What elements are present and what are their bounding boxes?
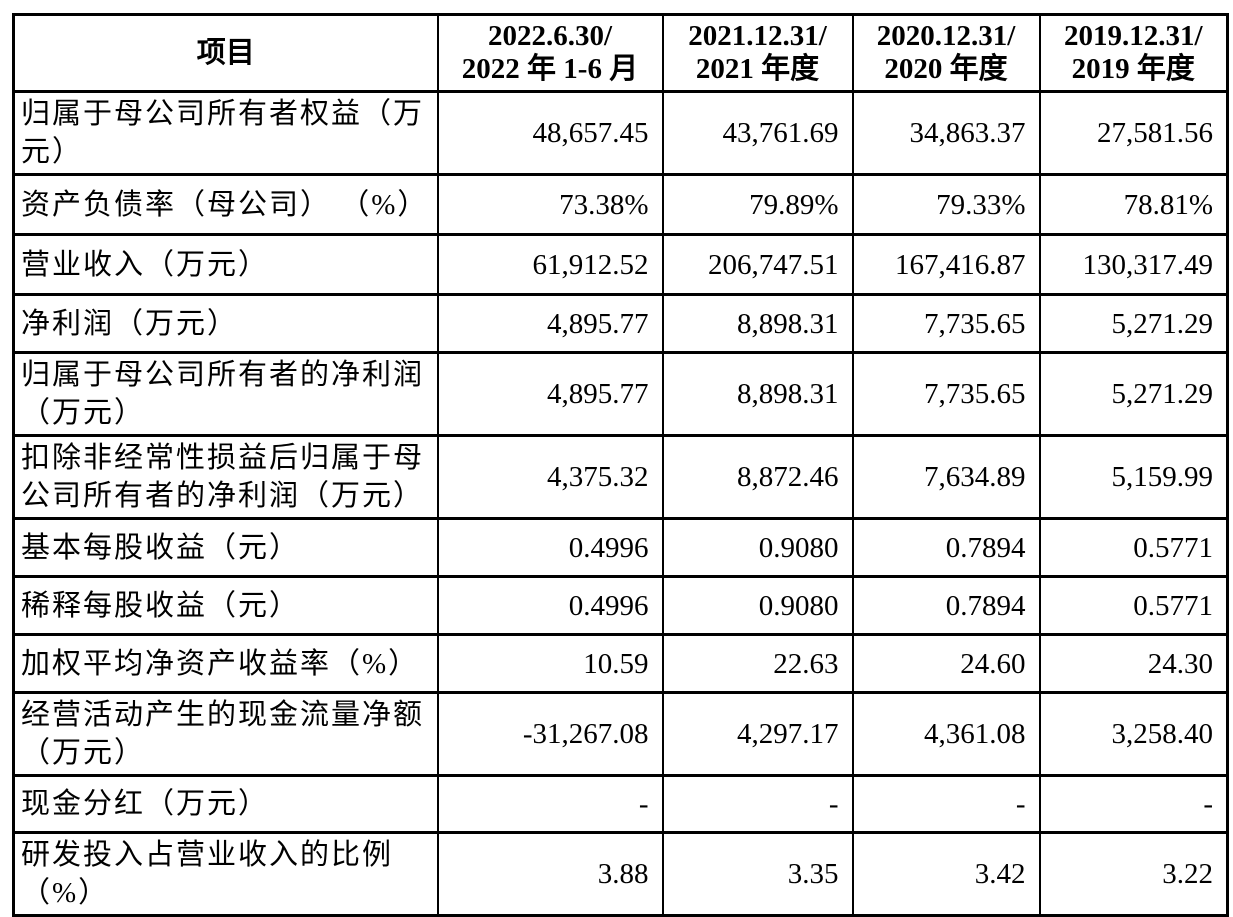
row-value: 5,271.29 xyxy=(1038,351,1229,437)
row-value: 0.9080 xyxy=(661,517,854,578)
row-value: 3.42 xyxy=(851,831,1041,917)
row-value: 4,375.32 xyxy=(436,434,664,520)
table-row: 归属于母公司所有者的净利润（万元） 4,895.77 8,898.31 7,73… xyxy=(12,351,1229,437)
row-value: 3,258.40 xyxy=(1038,691,1229,777)
row-value: 0.7894 xyxy=(851,575,1041,636)
header-period-line: 2019 年度 xyxy=(1071,53,1195,85)
row-value: 0.7894 xyxy=(851,517,1041,578)
row-value: 78.81% xyxy=(1038,173,1229,236)
row-value: 206,747.51 xyxy=(661,233,854,296)
row-label: 归属于母公司所有者的净利润（万元） xyxy=(12,351,439,437)
row-value: 73.38% xyxy=(436,173,664,236)
header-date-line: 2019.12.31/ xyxy=(1063,20,1203,52)
header-period-line: 2022 年 1-6 月 xyxy=(461,53,639,85)
row-value: 4,361.08 xyxy=(851,691,1041,777)
row-value: 130,317.49 xyxy=(1038,233,1229,296)
table-row: 研发投入占营业收入的比例（%） 3.88 3.35 3.42 3.22 xyxy=(12,831,1229,917)
row-label: 研发投入占营业收入的比例（%） xyxy=(12,831,439,917)
row-value: 43,761.69 xyxy=(661,90,854,176)
row-label: 基本每股收益（元） xyxy=(12,517,439,578)
header-period-line: 2020 年度 xyxy=(884,53,1008,85)
row-value: - xyxy=(1038,774,1229,834)
row-value: - xyxy=(851,774,1041,834)
row-value: 7,735.65 xyxy=(851,293,1041,354)
table-row: 归属于母公司所有者权益（万元） 48,657.45 43,761.69 34,8… xyxy=(12,90,1229,176)
header-period-line: 2021 年度 xyxy=(695,53,820,85)
column-header-period-2019: 2019.12.31/ 2019 年度 xyxy=(1038,13,1229,93)
row-value: 7,634.89 xyxy=(851,434,1041,520)
row-value: 79.89% xyxy=(661,173,854,236)
row-value: 8,898.31 xyxy=(661,293,854,354)
row-label: 加权平均净资产收益率（%） xyxy=(12,633,439,694)
table-row: 营业收入（万元） 61,912.52 206,747.51 167,416.87… xyxy=(12,233,1229,296)
row-value: - xyxy=(661,774,854,834)
row-value: 5,159.99 xyxy=(1038,434,1229,520)
table-row: 现金分红（万元） - - - - xyxy=(12,774,1229,834)
column-header-item: 项目 xyxy=(12,13,439,93)
table-row: 经营活动产生的现金流量净额（万元） -31,267.08 4,297.17 4,… xyxy=(12,691,1229,777)
table-row: 扣除非经常性损益后归属于母公司所有者的净利润（万元） 4,375.32 8,87… xyxy=(12,434,1229,520)
row-value: 167,416.87 xyxy=(851,233,1041,296)
row-value: 8,872.46 xyxy=(661,434,854,520)
row-value: - xyxy=(436,774,664,834)
header-date-line: 2020.12.31/ xyxy=(876,20,1016,52)
row-value: 34,863.37 xyxy=(851,90,1041,176)
row-value: 5,271.29 xyxy=(1038,293,1229,354)
table-row: 稀释每股收益（元） 0.4996 0.9080 0.7894 0.5771 xyxy=(12,575,1229,636)
row-label: 营业收入（万元） xyxy=(12,233,439,296)
row-value: 48,657.45 xyxy=(436,90,664,176)
row-value: 4,895.77 xyxy=(436,293,664,354)
row-label: 资产负债率（母公司） （%） xyxy=(12,173,439,236)
row-value: 24.60 xyxy=(851,633,1041,694)
row-value: 4,895.77 xyxy=(436,351,664,437)
row-value: 3.35 xyxy=(661,831,854,917)
row-label: 扣除非经常性损益后归属于母公司所有者的净利润（万元） xyxy=(12,434,439,520)
table-row: 基本每股收益（元） 0.4996 0.9080 0.7894 0.5771 xyxy=(12,517,1229,578)
header-row: 项目 2022.6.30/ 2022 年 1-6 月 2021.12.31/ 2… xyxy=(12,13,1229,93)
row-value: 3.88 xyxy=(436,831,664,917)
row-label: 稀释每股收益（元） xyxy=(12,575,439,636)
row-value: 22.63 xyxy=(661,633,854,694)
financial-summary-table: 项目 2022.6.30/ 2022 年 1-6 月 2021.12.31/ 2… xyxy=(12,13,1229,917)
column-header-period-2020: 2020.12.31/ 2020 年度 xyxy=(851,13,1041,93)
row-value: 61,912.52 xyxy=(436,233,664,296)
row-value: 0.4996 xyxy=(436,517,664,578)
row-value: 24.30 xyxy=(1038,633,1229,694)
header-date-line: 2021.12.31/ xyxy=(688,20,827,52)
row-value: 27,581.56 xyxy=(1038,90,1229,176)
table-row: 资产负债率（母公司） （%） 73.38% 79.89% 79.33% 78.8… xyxy=(12,173,1229,236)
column-header-period-2022: 2022.6.30/ 2022 年 1-6 月 xyxy=(436,13,664,93)
row-value: 8,898.31 xyxy=(661,351,854,437)
row-value: 0.9080 xyxy=(661,575,854,636)
row-label: 现金分红（万元） xyxy=(12,774,439,834)
table-row: 加权平均净资产收益率（%） 10.59 22.63 24.60 24.30 xyxy=(12,633,1229,694)
row-value: 10.59 xyxy=(436,633,664,694)
row-label: 净利润（万元） xyxy=(12,293,439,354)
row-value: 0.5771 xyxy=(1038,517,1229,578)
row-value: -31,267.08 xyxy=(436,691,664,777)
row-value: 0.5771 xyxy=(1038,575,1229,636)
row-value: 79.33% xyxy=(851,173,1041,236)
table-row: 净利润（万元） 4,895.77 8,898.31 7,735.65 5,271… xyxy=(12,293,1229,354)
row-label: 归属于母公司所有者权益（万元） xyxy=(12,90,439,176)
row-value: 0.4996 xyxy=(436,575,664,636)
header-date-line: 2022.6.30/ xyxy=(487,20,613,52)
row-value: 7,735.65 xyxy=(851,351,1041,437)
row-value: 4,297.17 xyxy=(661,691,854,777)
column-header-period-2021: 2021.12.31/ 2021 年度 xyxy=(661,13,854,93)
row-value: 3.22 xyxy=(1038,831,1229,917)
row-label: 经营活动产生的现金流量净额（万元） xyxy=(12,691,439,777)
